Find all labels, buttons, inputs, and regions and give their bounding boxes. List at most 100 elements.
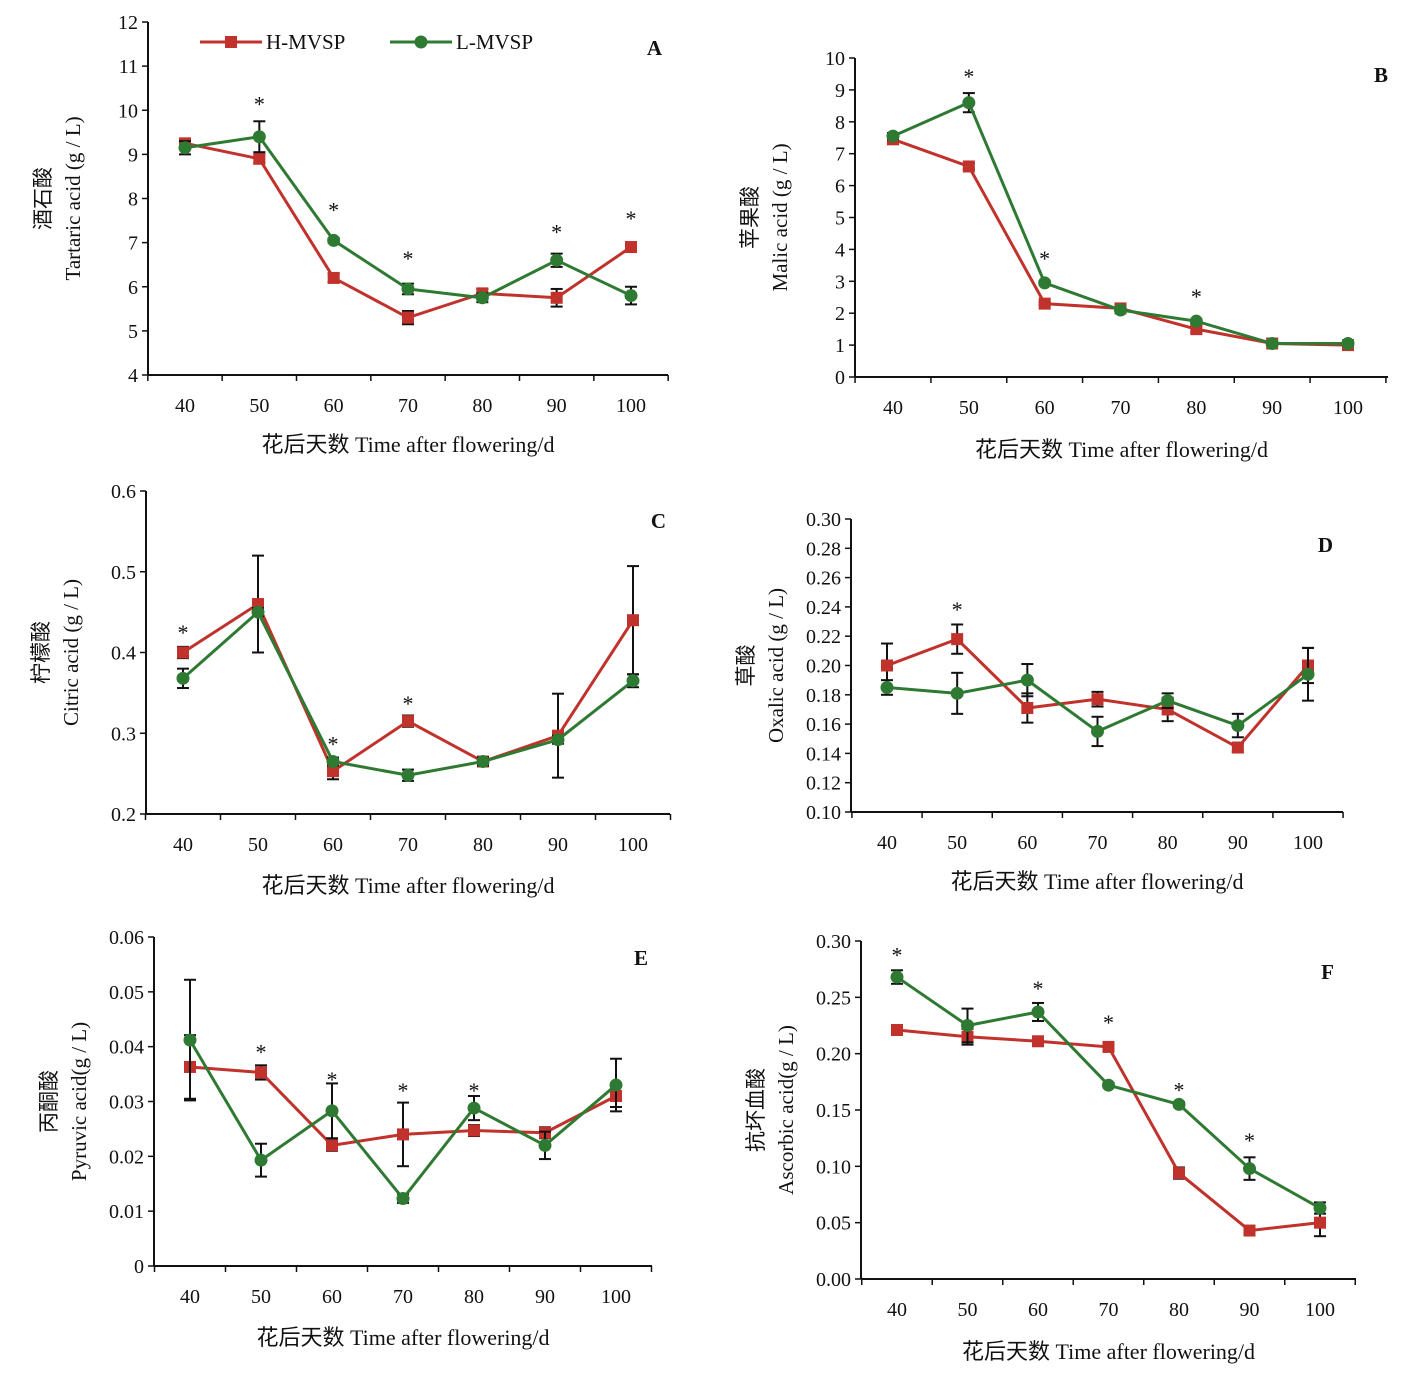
data-point-circle: [1114, 303, 1127, 317]
y-axis-title-cn: 酒石酸: [31, 167, 55, 230]
x-tick-label: 40: [180, 1286, 200, 1308]
x-tick-label: 90: [535, 1286, 555, 1308]
series-line: [182, 601, 635, 774]
series-l-mvsp: [886, 92, 1355, 351]
y-tick-label: 0.12: [806, 773, 841, 795]
data-point-circle: [1189, 314, 1203, 328]
y-tick-label: 0.24: [806, 597, 841, 619]
x-tick-label: 60: [322, 1286, 342, 1308]
data-point-circle: [1265, 337, 1279, 351]
data-point-circle: [1172, 1097, 1186, 1111]
x-tick-label: 50: [959, 397, 979, 419]
y-tick-label: 0.3: [111, 723, 136, 745]
data-point-circle: [950, 686, 964, 700]
y-tick-label: 0.28: [806, 538, 841, 560]
y-axis-title-en: Malic acid (g / L): [768, 143, 792, 291]
significance-star: *: [892, 942, 903, 967]
y-tick-label: 0.02: [109, 1146, 144, 1168]
data-point-circle: [1102, 1078, 1115, 1092]
significance-star: *: [178, 620, 189, 645]
significance-star: *: [398, 1078, 409, 1103]
y-axis-title-en: Oxalic acid (g / L): [764, 588, 788, 743]
data-point-circle: [886, 129, 900, 143]
data-point-square: [951, 633, 964, 646]
y-tick-label: 7: [128, 233, 138, 255]
data-point-circle: [1231, 719, 1245, 733]
significance-star: *: [256, 1039, 267, 1064]
series-h-mvsp: [179, 137, 637, 326]
data-point-square: [625, 241, 637, 254]
data-point-square: [1032, 1035, 1044, 1048]
y-tick-label: 0.30: [806, 509, 841, 531]
data-point-square: [962, 160, 975, 173]
x-axis-title: 花后天数 Time after flowering/d: [261, 873, 554, 898]
data-point-circle: [476, 755, 490, 769]
data-point-square: [1091, 693, 1104, 706]
x-tick-label: 80: [472, 395, 492, 417]
data-point-square: [1021, 701, 1034, 714]
series-l-mvsp: [176, 605, 640, 782]
series-l-mvsp: [890, 969, 1327, 1215]
x-tick-label: 60: [1017, 832, 1037, 854]
data-point-circle: [178, 141, 192, 155]
x-axis-title: 花后天数 Time after flowering/d: [975, 437, 1268, 462]
x-axis-title: 花后天数 Time after flowering/d: [261, 432, 554, 457]
y-tick-label: 0.05: [109, 982, 144, 1004]
y-tick-label: 0.05: [816, 1213, 851, 1235]
x-tick-label: 70: [1111, 397, 1131, 419]
y-tick-label: 0.10: [816, 1156, 851, 1178]
legend-label: H-MVSP: [266, 30, 345, 54]
x-tick-label: 100: [618, 834, 648, 856]
y-tick-label: 0.26: [806, 568, 841, 590]
x-tick-label: 50: [958, 1299, 978, 1321]
x-tick-label: 90: [547, 395, 567, 417]
y-tick-label: 9: [128, 144, 138, 166]
chart-panel-f: 0.00 0.05 0.10 0.15 0.20 0.25 0.30 40 50 60 70 80 90…: [744, 931, 1356, 1364]
x-tick-label: 60: [323, 834, 343, 856]
x-tick-label: 90: [1228, 832, 1248, 854]
data-point-circle: [326, 755, 340, 769]
x-tick-label: 50: [248, 834, 268, 856]
chart-panel-e: 0 0.01 0.02 0.03 0.04 0.05 0.06 40 50 60 70 80 90 100…: [37, 927, 653, 1350]
panel-letter: B: [1374, 63, 1388, 87]
x-tick-label: 80: [1186, 397, 1206, 419]
y-axis-title-cn: 苹果酸: [738, 186, 762, 249]
data-point-circle: [1301, 667, 1315, 681]
y-axis-title-cn: 草酸: [734, 645, 758, 687]
y-tick-label: 6: [835, 176, 845, 198]
x-tick-label: 100: [616, 395, 646, 417]
data-point-circle: [327, 233, 341, 247]
data-point-square: [327, 271, 340, 284]
data-point-square: [627, 614, 639, 627]
x-tick-label: 50: [947, 832, 967, 854]
legend-marker-circle: [414, 35, 428, 49]
significance-star: *: [328, 197, 339, 222]
y-tick-label: 0.4: [111, 643, 136, 665]
y-tick-label: 0.15: [816, 1100, 851, 1122]
data-point-square: [177, 646, 189, 659]
y-axis-title-cn: 柠檬酸: [29, 621, 53, 684]
panel-letter: A: [647, 36, 663, 60]
data-point-circle: [609, 1078, 623, 1092]
data-point-square: [397, 1128, 409, 1141]
data-point-circle: [1313, 1201, 1327, 1215]
y-tick-label: 0.00: [816, 1269, 851, 1291]
data-point-circle: [626, 674, 640, 688]
y-tick-label: 1: [835, 335, 845, 357]
x-tick-label: 40: [887, 1299, 907, 1321]
data-point-square: [891, 1024, 903, 1037]
y-tick-label: 0.06: [109, 927, 144, 949]
data-point-circle: [1091, 724, 1104, 738]
data-point-circle: [1341, 337, 1355, 351]
data-point-square: [550, 291, 563, 304]
x-tick-label: 80: [1158, 832, 1178, 854]
data-point-circle: [251, 605, 265, 619]
y-axis-title-cn: 抗坏血酸: [744, 1068, 768, 1152]
x-axis-title: 花后天数 Time after flowering/d: [962, 1339, 1255, 1364]
y-tick-label: 8: [128, 189, 138, 211]
x-tick-label: 100: [1333, 397, 1363, 419]
y-axis-title-en: Pyruvic acid(g / L): [67, 1022, 91, 1181]
significance-star: *: [952, 597, 963, 622]
series-l-mvsp: [880, 646, 1315, 748]
